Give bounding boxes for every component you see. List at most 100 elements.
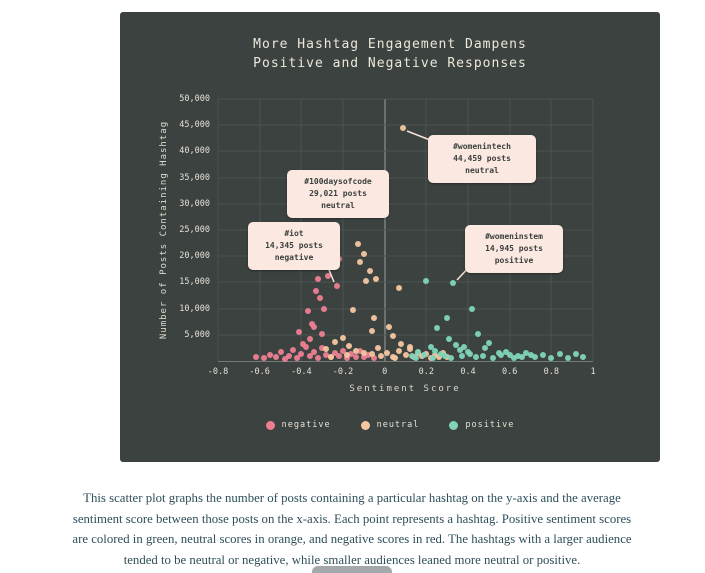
scatter-point-positive — [515, 353, 521, 360]
scatter-point-neutral — [356, 258, 363, 265]
scatter-point-neutral — [367, 267, 374, 274]
y-tick-label: 40,000 — [179, 146, 210, 157]
scatter-point-positive — [556, 351, 563, 358]
scatter-point-neutral — [377, 352, 384, 359]
annotation-posts: 14,345 posts — [265, 241, 323, 250]
scatter-point-negative — [294, 354, 301, 361]
scatter-point-neutral — [331, 339, 338, 346]
scatter-point-neutral — [352, 347, 359, 354]
y-gridline — [218, 334, 593, 336]
scatter-point-neutral — [400, 125, 407, 132]
annotation-hashtag: #iot — [284, 229, 304, 238]
scatter-point-negative — [252, 353, 259, 360]
legend-label-positive: positive — [465, 420, 515, 430]
scatter-point-negative — [306, 353, 313, 360]
scatter-point-neutral — [362, 277, 369, 284]
annotation-hashtag: #womenintech — [453, 142, 511, 151]
scatter-point-positive — [423, 278, 430, 285]
scatter-point-negative — [365, 351, 371, 358]
scatter-point-negative — [273, 354, 280, 361]
scatter-point-negative — [340, 347, 346, 354]
legend-dot-neutral — [360, 420, 370, 430]
scatter-point-positive — [548, 354, 555, 361]
x-tick-label: 0.4 — [460, 367, 476, 377]
scatter-point-positive — [442, 353, 449, 360]
scatter-point-negative — [260, 355, 267, 362]
scatter-point-positive — [475, 331, 482, 338]
x-tick-label: -0.4 — [291, 367, 312, 377]
x-axis-title: Sentiment Score — [349, 384, 461, 394]
scatter-point-neutral — [373, 276, 380, 283]
scatter-point-negative — [333, 282, 340, 289]
scatter-point-negative — [310, 324, 317, 331]
scatter-point-negative — [315, 354, 321, 361]
scatter-point-positive — [437, 350, 444, 357]
scatter-point-negative — [348, 351, 355, 358]
scatter-point-positive — [452, 342, 459, 349]
y-gridline — [218, 255, 593, 257]
y-gridline — [218, 203, 593, 205]
scatter-point-neutral — [396, 285, 403, 292]
y-tick-label: 15,000 — [179, 277, 210, 288]
scatter-point-positive — [573, 350, 580, 357]
legend-label-negative: negative — [281, 420, 331, 430]
y-tick-label: 10,000 — [179, 303, 210, 314]
legend-item-neutral: neutral — [360, 420, 420, 430]
annotation-posts: 44,459 posts — [453, 154, 511, 163]
scatter-point-neutral — [398, 340, 405, 347]
scatter-point-neutral — [392, 354, 399, 361]
scatter-point-neutral — [371, 315, 378, 322]
scatter-point-positive — [431, 347, 438, 354]
scatter-point-positive — [429, 354, 436, 361]
chart-title: More Hashtag Engagement Dampens Positive… — [120, 36, 660, 74]
annotation-hashtag: #womeninstem — [485, 232, 543, 241]
x-tick-label: 0.8 — [543, 367, 560, 377]
y-axis-title: Number of Posts Containing Hashtag — [159, 120, 169, 340]
scatter-point-neutral — [396, 348, 403, 355]
scatter-point-negative — [277, 349, 284, 356]
scatter-point-neutral — [406, 343, 413, 350]
legend-label-neutral: neutral — [376, 420, 420, 430]
caption: This scatter plot graphs the number of p… — [72, 491, 632, 568]
scatter-point-negative — [360, 354, 367, 361]
scatter-point-positive — [421, 351, 428, 358]
scatter-point-positive — [540, 352, 546, 359]
scatter-point-positive — [408, 353, 415, 360]
scatter-point-negative — [319, 331, 326, 338]
scatter-point-neutral — [340, 335, 346, 342]
scatter-point-positive — [523, 349, 530, 356]
scatter-point-positive — [473, 354, 480, 361]
scatter-point-negative — [331, 349, 338, 356]
scatter-point-positive — [415, 348, 421, 355]
scatter-point-neutral — [360, 251, 367, 258]
scatter-point-negative — [306, 335, 313, 342]
x-gridline — [592, 99, 594, 361]
scatter-point-positive — [450, 279, 457, 286]
scatter-point-neutral — [369, 328, 376, 335]
scatter-point-positive — [427, 343, 434, 350]
scatter-point-positive — [444, 315, 451, 322]
x-tick-label: -0.6 — [249, 367, 270, 377]
scatter-point-neutral — [354, 240, 361, 247]
scatter-point-neutral — [375, 344, 382, 351]
y-tick-label: 30,000 — [179, 198, 210, 209]
y-gridline — [218, 150, 593, 152]
annotation-sentiment: neutral — [465, 166, 499, 175]
y-gridline — [218, 98, 593, 100]
scatter-point-positive — [469, 306, 476, 313]
x-tick-label: -0.2 — [332, 367, 354, 377]
scatter-point-positive — [519, 353, 526, 360]
legend-dot-positive — [449, 420, 459, 430]
scatter-point-positive — [490, 354, 496, 361]
y-tick-label: 35,000 — [179, 172, 210, 183]
scatter-point-positive — [565, 355, 571, 362]
scatter-point-positive — [456, 346, 463, 353]
bottom-stub — [312, 566, 392, 573]
scatter-point-positive — [481, 345, 488, 352]
scatter-point-negative — [344, 354, 351, 361]
scatter-point-neutral — [327, 353, 334, 360]
scatter-point-negative — [325, 272, 332, 279]
y-gridline — [218, 281, 593, 283]
x-tick-label: 1 — [590, 367, 596, 377]
